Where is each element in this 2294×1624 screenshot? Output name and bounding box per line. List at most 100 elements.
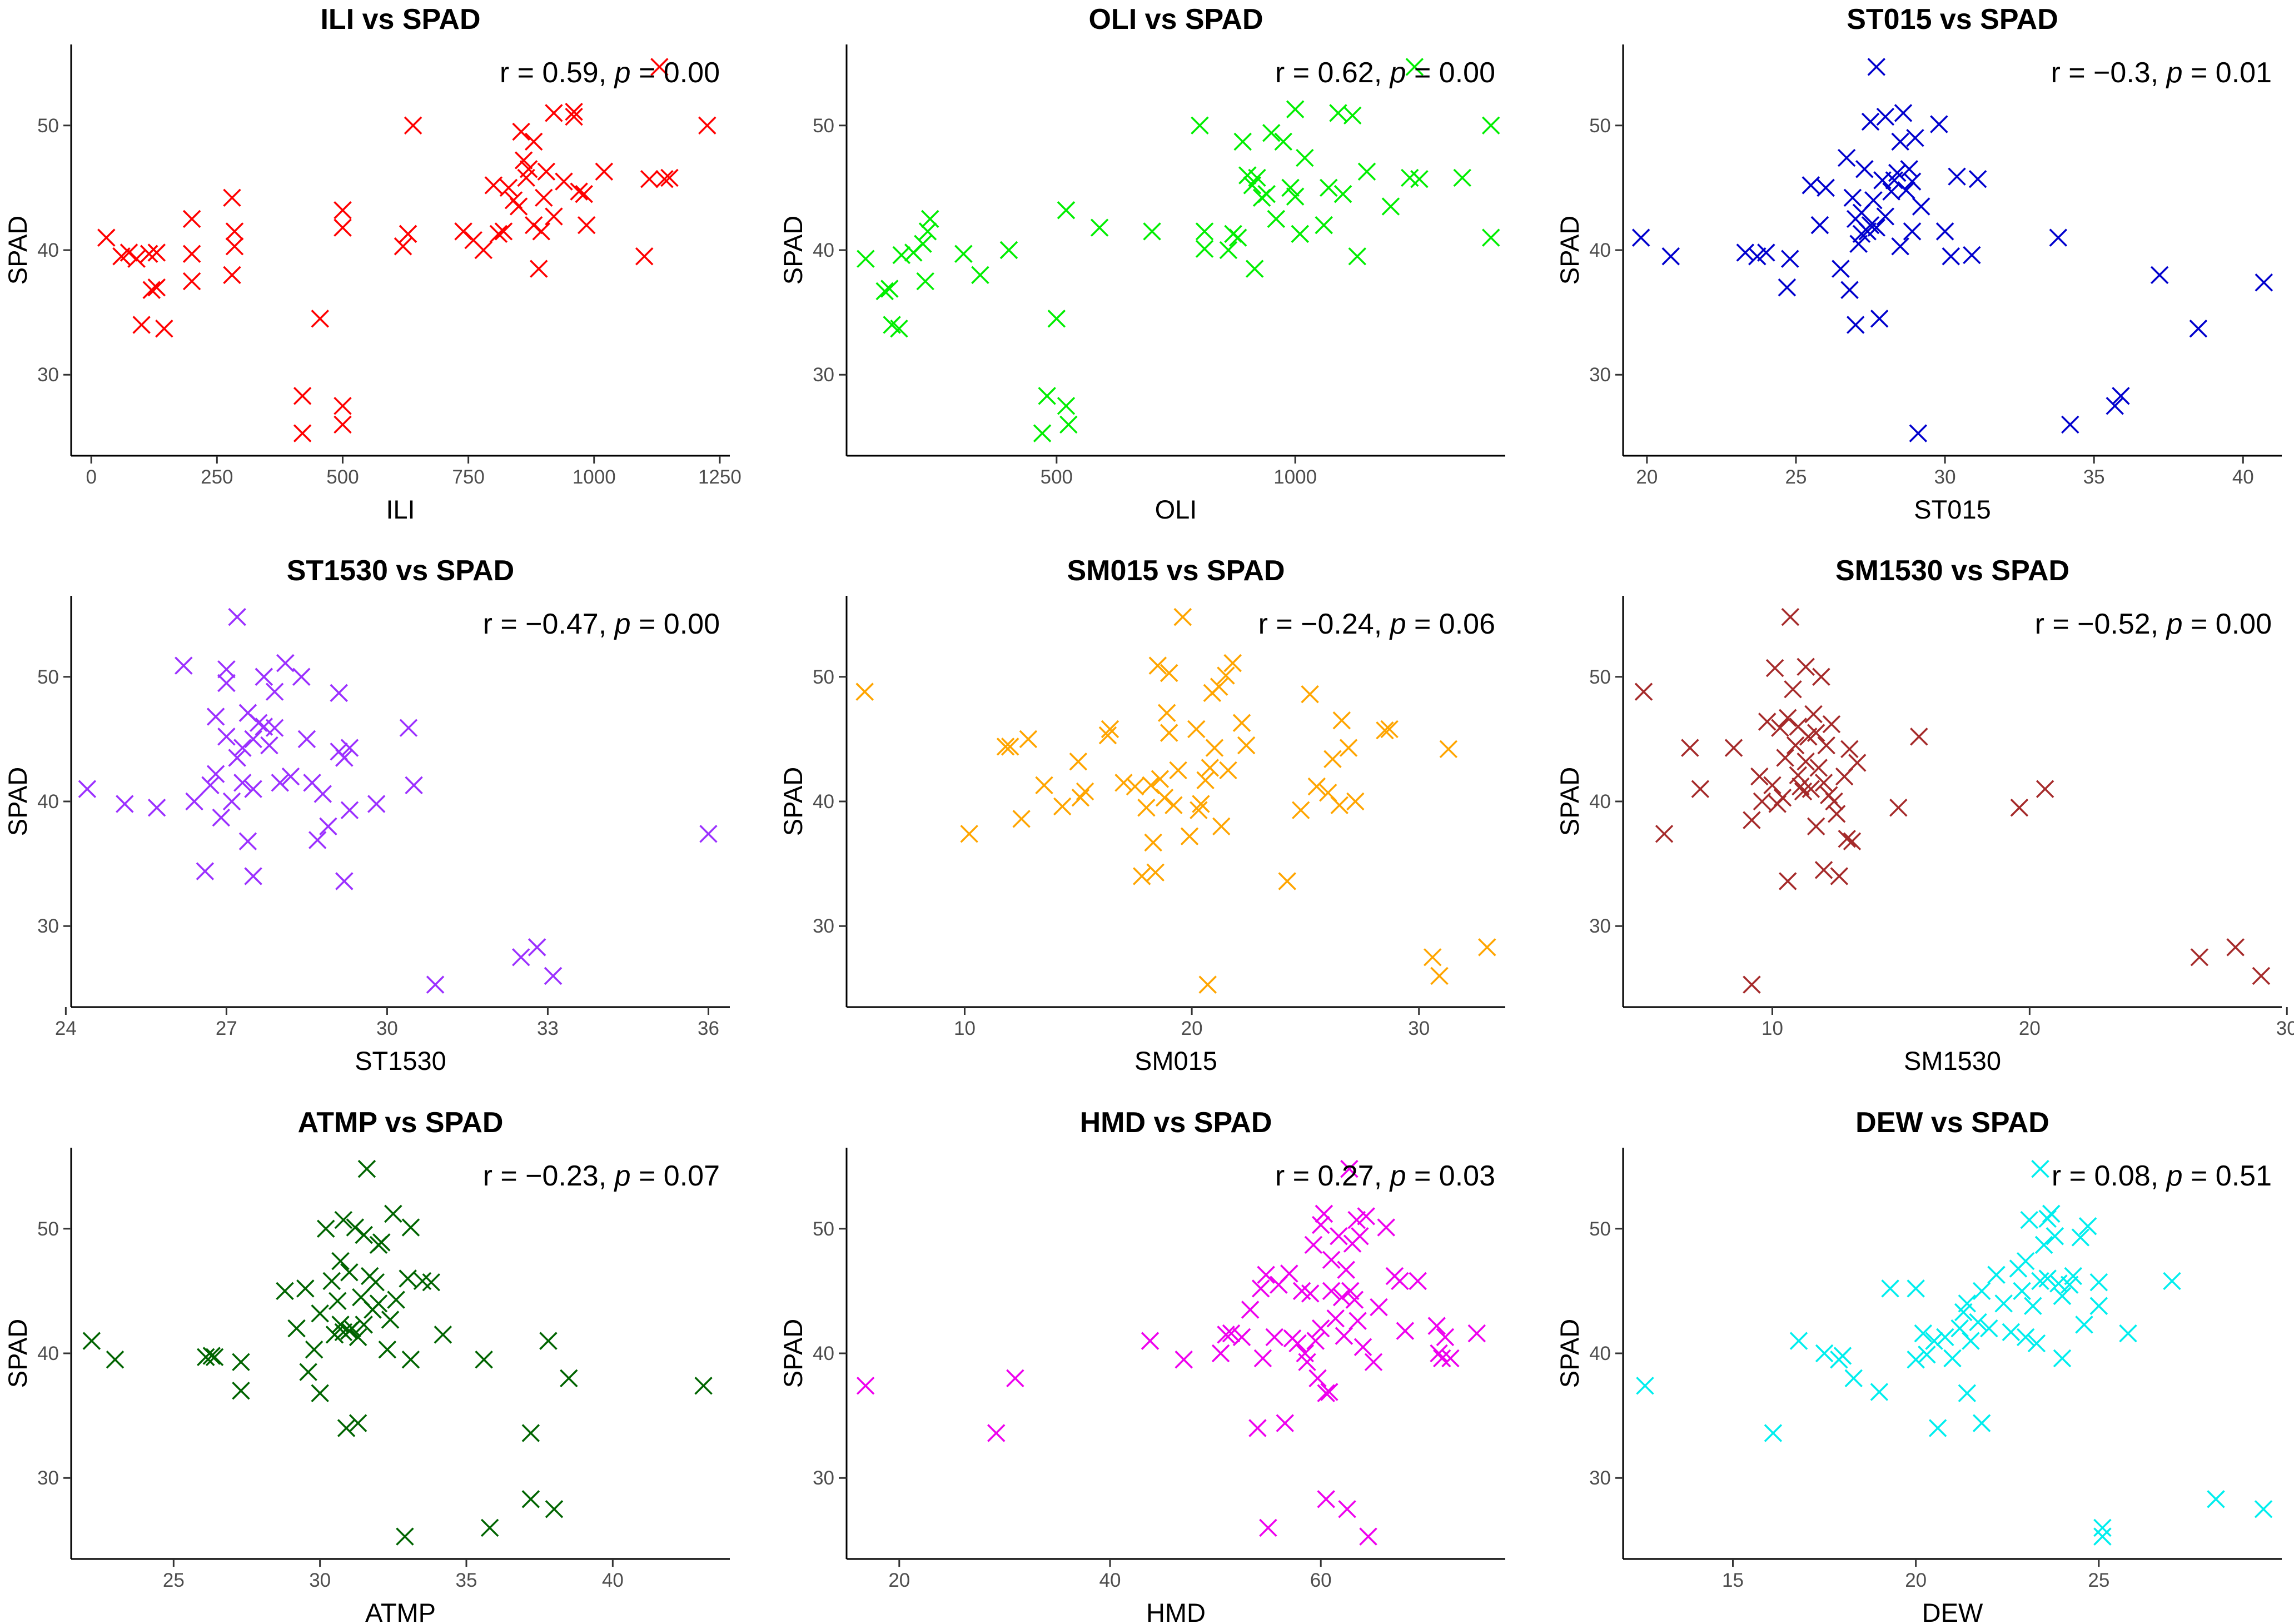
panel-title: OLI vs SPAD — [1088, 3, 1263, 36]
data-point — [330, 684, 348, 703]
data-point — [202, 1347, 221, 1365]
data-point — [1198, 975, 1217, 994]
data-point — [1846, 316, 1865, 334]
data-point — [1146, 863, 1165, 882]
data-point — [244, 780, 262, 798]
data-point — [1348, 247, 1367, 266]
data-point — [1169, 761, 1187, 780]
data-point — [405, 776, 423, 795]
data-point — [1765, 659, 1784, 678]
correlation-annotation: r = 0.59, p = 0.00 — [500, 57, 720, 89]
x-tick-label: 20 — [1636, 466, 1658, 488]
data-point — [1151, 770, 1170, 788]
data-point — [1430, 1344, 1448, 1363]
data-point — [1317, 1490, 1335, 1508]
data-point — [1881, 1279, 1899, 1298]
data-point — [1201, 759, 1220, 777]
data-point — [1248, 1419, 1267, 1437]
data-point — [1453, 168, 1471, 187]
data-point — [372, 1233, 391, 1252]
data-point — [311, 1384, 329, 1402]
data-point — [1935, 222, 1954, 241]
x-axis-label: ATMP — [365, 1598, 436, 1624]
panel-2: ST015 vs SPAD 20 25 30 35 40 30 40 50 ST015 SPAD r … — [1555, 3, 2282, 524]
data-point — [1779, 709, 1797, 727]
data-point — [223, 266, 241, 285]
x-tick-label: 250 — [201, 466, 233, 488]
data-point — [1180, 827, 1199, 846]
data-point — [2036, 780, 2054, 798]
x-tick-label: 30 — [2276, 1018, 2294, 1039]
data-point — [1773, 789, 1792, 807]
data-point — [1332, 711, 1351, 730]
data-point — [334, 201, 352, 220]
data-point — [1281, 178, 1300, 197]
panel-title: ATMP vs SPAD — [298, 1107, 504, 1139]
data-point — [1778, 278, 1797, 297]
data-point — [1267, 210, 1286, 228]
data-point — [1410, 170, 1429, 188]
data-point — [1858, 222, 1877, 241]
data-point — [106, 1350, 125, 1369]
data-point — [1311, 1215, 1330, 1234]
data-point — [2064, 1267, 2082, 1286]
data-point — [2078, 1217, 2097, 1236]
data-point — [1840, 740, 1859, 759]
data-point — [1019, 730, 1038, 749]
data-point — [1789, 1332, 1808, 1350]
data-point — [1033, 424, 1052, 442]
data-point — [1343, 106, 1362, 125]
y-tick-label: 50 — [37, 666, 59, 688]
data-point — [1918, 1346, 1936, 1364]
data-point — [1288, 1334, 1307, 1353]
y-tick-label: 30 — [813, 364, 834, 386]
data-point — [1195, 240, 1214, 258]
data-point — [1090, 218, 1109, 237]
data-point — [1396, 1322, 1415, 1340]
panel-5: SM1530 vs SPAD 10 20 30 30 40 50 SM1530 SPAD r = … — [1555, 555, 2294, 1075]
p-value: = 0.00 — [2183, 608, 2272, 640]
data-point — [1195, 222, 1214, 241]
data-point — [2016, 1328, 2035, 1347]
y-tick-label: 50 — [1589, 1218, 1611, 1240]
data-point — [426, 975, 445, 994]
data-point — [311, 310, 330, 328]
data-point — [1222, 1324, 1241, 1343]
data-point — [185, 792, 203, 811]
data-point — [2190, 948, 2209, 967]
data-point — [555, 172, 573, 191]
data-point — [1631, 228, 1650, 247]
data-point — [299, 1363, 317, 1381]
data-point — [2226, 938, 2245, 957]
y-axis-label: SPAD — [3, 767, 32, 836]
data-point — [334, 1210, 353, 1229]
data-point — [2255, 273, 2273, 292]
data-point — [2093, 1527, 2112, 1546]
r-value: r = −0.24, — [1258, 608, 1390, 640]
data-point — [475, 1350, 493, 1369]
r-value: r = −0.52, — [2035, 608, 2167, 640]
data-point — [1376, 721, 1394, 740]
data-point — [1855, 160, 1874, 178]
data-point — [2089, 1297, 2108, 1316]
data-point — [1661, 247, 1680, 266]
data-point — [2207, 1490, 2225, 1508]
data-point — [1804, 705, 1823, 724]
x-tick-label: 30 — [309, 1570, 331, 1591]
data-point — [1441, 1349, 1460, 1368]
data-point — [1217, 666, 1235, 685]
data-point — [334, 415, 352, 434]
data-point — [1980, 1319, 1998, 1338]
x-axis-label: OLI — [1155, 495, 1197, 524]
x-axis-label: DEW — [1922, 1598, 1983, 1624]
data-point — [1210, 678, 1228, 696]
data-point — [494, 222, 513, 241]
data-point — [514, 151, 533, 170]
x-axis-label: HMD — [1146, 1598, 1206, 1624]
data-point — [921, 210, 939, 228]
data-point — [2071, 1228, 2090, 1247]
data-point — [1276, 1414, 1294, 1432]
data-point — [535, 188, 553, 207]
data-point — [1867, 218, 1886, 237]
data-point — [1353, 1338, 1372, 1357]
